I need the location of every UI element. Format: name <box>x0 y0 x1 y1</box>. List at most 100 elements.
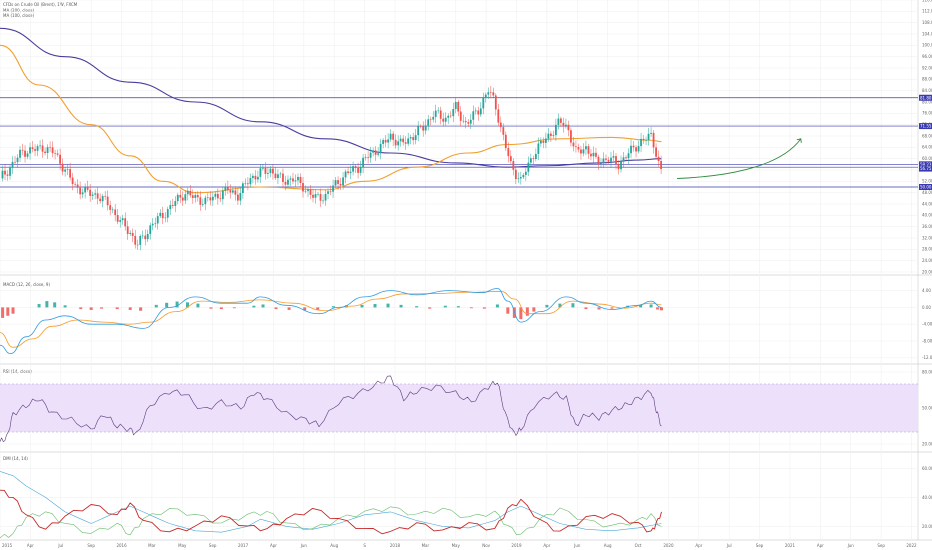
candle <box>537 143 540 154</box>
macd-histogram-bar <box>287 307 291 310</box>
candle <box>567 124 570 131</box>
candle <box>186 190 189 195</box>
candle <box>452 109 455 117</box>
candle <box>194 195 197 198</box>
macd-histogram-bar <box>532 307 536 312</box>
dmi-di-plus-line <box>0 506 662 539</box>
candle <box>337 180 339 184</box>
candle <box>9 167 11 176</box>
candle <box>51 147 54 154</box>
macd-histogram-bar <box>495 304 499 308</box>
candle <box>277 174 279 179</box>
candle <box>382 139 385 144</box>
x-tick-label: May <box>178 543 187 548</box>
candle <box>6 174 9 176</box>
price-tick-label: 84.00 <box>922 88 932 93</box>
candle <box>504 134 507 149</box>
candle <box>89 189 92 196</box>
x-tick-label: Mar <box>422 543 430 548</box>
candle <box>347 171 349 174</box>
candle <box>620 161 622 170</box>
candle <box>477 110 480 115</box>
macd-histogram-bar <box>196 303 200 308</box>
candle <box>399 138 402 142</box>
candle <box>139 236 142 245</box>
candle <box>31 147 34 150</box>
candle <box>487 92 490 95</box>
candle <box>640 138 642 147</box>
candle <box>597 156 600 164</box>
candle <box>46 147 49 154</box>
candle <box>66 169 69 170</box>
candle <box>625 157 627 159</box>
macd-histogram-bar <box>597 307 601 310</box>
candle <box>176 194 179 202</box>
candle <box>224 186 227 191</box>
x-tick-label: S <box>363 543 366 548</box>
candle <box>342 177 344 186</box>
candle <box>389 133 392 140</box>
price-tick-label: 28.00 <box>922 247 932 252</box>
candle <box>201 204 204 205</box>
candle <box>226 186 229 191</box>
candle <box>437 110 440 112</box>
x-tick-label: May <box>452 543 461 548</box>
candle <box>507 148 510 157</box>
candle <box>252 175 254 179</box>
candle <box>484 94 487 98</box>
candle <box>357 167 359 173</box>
candle <box>402 138 405 143</box>
candle <box>14 161 16 163</box>
macd-histogram-bar <box>100 307 104 309</box>
candle <box>214 193 217 197</box>
candle <box>354 166 357 168</box>
candle <box>660 161 662 170</box>
candle <box>149 225 152 234</box>
candle <box>269 168 272 173</box>
candle <box>492 92 495 96</box>
candle <box>419 126 422 127</box>
dmi-adx-line <box>0 471 662 533</box>
candle <box>595 152 597 157</box>
candle <box>472 111 475 120</box>
candle <box>397 141 400 146</box>
price-tick-label: 20.00 <box>922 269 932 274</box>
candle <box>99 198 102 202</box>
candle <box>229 190 232 193</box>
x-tick-label: Jun <box>300 543 308 548</box>
macd-histogram-bar <box>186 302 190 308</box>
candle <box>204 197 207 205</box>
candle <box>81 192 84 195</box>
candle <box>519 177 522 179</box>
x-tick-label: Oct <box>635 543 642 548</box>
candle <box>374 150 377 155</box>
candle <box>26 153 29 157</box>
candle <box>221 190 224 200</box>
macd-histogram-bar <box>639 304 643 308</box>
macd-tick-label: -8.00 <box>922 338 932 343</box>
candle <box>166 209 169 218</box>
x-tick-label: Aug <box>330 543 338 548</box>
price-tag <box>919 165 932 172</box>
candle <box>627 153 630 159</box>
candle <box>74 184 77 185</box>
candle <box>322 200 324 202</box>
candle <box>462 120 465 122</box>
price-tag-label: 71.55 <box>920 124 932 129</box>
macd-histogram-bar <box>456 306 460 308</box>
x-tick-label: 2015 <box>2 543 13 548</box>
macd-histogram-bar <box>545 304 549 308</box>
candle <box>630 145 632 154</box>
candle <box>349 171 352 174</box>
candle <box>444 117 447 122</box>
candle <box>171 205 174 206</box>
candle <box>259 168 262 177</box>
candle <box>262 167 264 169</box>
macd-histogram-bar <box>506 307 510 314</box>
ma200-legend: MA (200, close) <box>3 7 35 13</box>
candle <box>622 157 625 162</box>
candle <box>582 149 585 154</box>
candle <box>592 152 595 157</box>
candle <box>239 193 242 201</box>
